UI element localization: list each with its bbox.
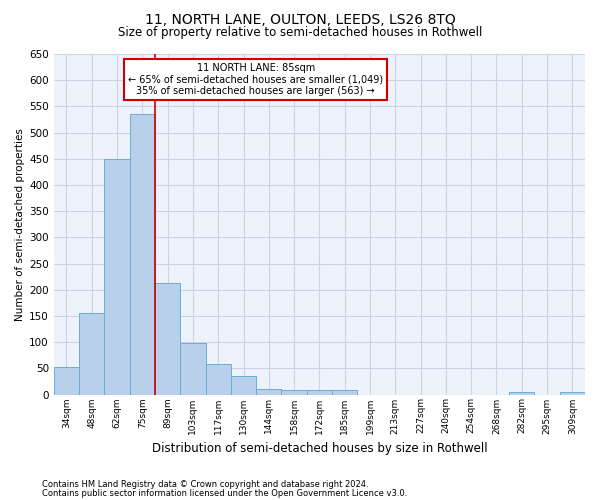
Bar bbox=[509, 392, 535, 394]
Bar bbox=[104, 160, 130, 394]
Bar bbox=[206, 364, 231, 394]
Y-axis label: Number of semi-detached properties: Number of semi-detached properties bbox=[15, 128, 25, 320]
Bar bbox=[307, 390, 332, 394]
Bar bbox=[155, 283, 180, 395]
Bar bbox=[180, 343, 206, 394]
Bar bbox=[281, 390, 307, 394]
Bar bbox=[332, 390, 358, 394]
Bar bbox=[560, 392, 585, 394]
X-axis label: Distribution of semi-detached houses by size in Rothwell: Distribution of semi-detached houses by … bbox=[152, 442, 487, 455]
Text: Contains HM Land Registry data © Crown copyright and database right 2024.: Contains HM Land Registry data © Crown c… bbox=[42, 480, 368, 489]
Bar bbox=[54, 368, 79, 394]
Text: 11, NORTH LANE, OULTON, LEEDS, LS26 8TQ: 11, NORTH LANE, OULTON, LEEDS, LS26 8TQ bbox=[145, 12, 455, 26]
Text: Contains public sector information licensed under the Open Government Licence v3: Contains public sector information licen… bbox=[42, 488, 407, 498]
Bar bbox=[130, 114, 155, 394]
Bar bbox=[79, 313, 104, 394]
Bar bbox=[231, 376, 256, 394]
Text: 11 NORTH LANE: 85sqm
← 65% of semi-detached houses are smaller (1,049)
35% of se: 11 NORTH LANE: 85sqm ← 65% of semi-detac… bbox=[128, 62, 383, 96]
Text: Size of property relative to semi-detached houses in Rothwell: Size of property relative to semi-detach… bbox=[118, 26, 482, 39]
Bar bbox=[256, 389, 281, 394]
